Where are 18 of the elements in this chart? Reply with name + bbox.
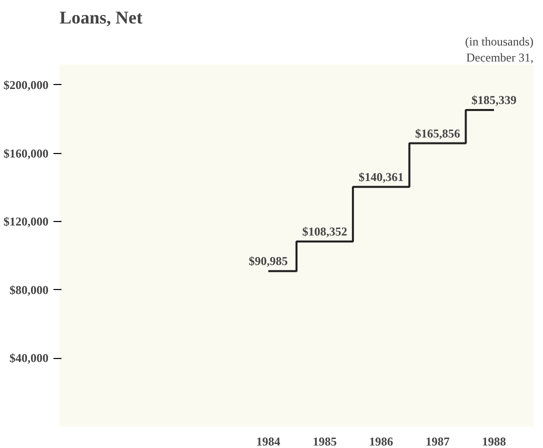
y-tick-label: $200,000 (4, 78, 48, 92)
x-tick-label: 1988 (482, 434, 506, 448)
data-label: $108,352 (302, 224, 348, 238)
data-label: $140,361 (358, 170, 404, 184)
y-tick-label: $160,000 (4, 146, 48, 160)
y-tick-label: $80,000 (10, 282, 48, 297)
data-label: $185,339 (472, 93, 516, 108)
data-label: $165,856 (415, 126, 460, 140)
data-label: $90,985 (248, 254, 288, 268)
x-tick-label: 1985 (312, 434, 337, 448)
text: (in thousands) (465, 34, 534, 48)
chart-title: Loans, Net (60, 8, 143, 28)
x-tick-label: 1986 (369, 434, 394, 448)
annotation: December 31, (466, 50, 534, 64)
x-tick-label: 1987 (426, 434, 450, 448)
x-tick-label: 1984 (256, 434, 280, 448)
y-tick-label: $40,000 (10, 351, 48, 366)
y-tick-label: $120,000 (4, 214, 48, 229)
